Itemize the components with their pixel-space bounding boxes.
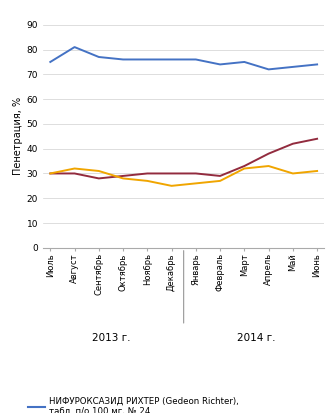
Text: 2014 г.: 2014 г. xyxy=(237,332,276,342)
Text: 2013 г.: 2013 г. xyxy=(92,332,130,342)
Y-axis label: Пенетрация, %: Пенетрация, % xyxy=(13,97,23,176)
Legend: НИФУРОКСАЗИД РИХТЕР (Gedeon Richter),
табл. п/о 100 мг, № 24, НИФУРОКСАЗИД (Арте: НИФУРОКСАЗИД РИХТЕР (Gedeon Richter), та… xyxy=(28,397,239,413)
